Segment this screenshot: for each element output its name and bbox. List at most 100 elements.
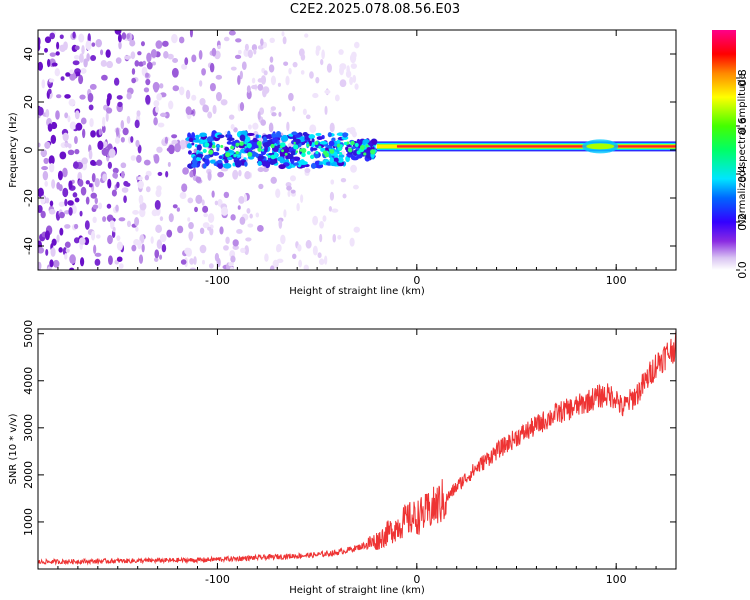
noise-blob bbox=[85, 196, 90, 205]
noise-blob bbox=[51, 62, 58, 67]
noise-blob bbox=[312, 215, 319, 226]
noise-blob bbox=[338, 49, 344, 55]
signal-peak bbox=[318, 145, 322, 149]
noise-blob bbox=[82, 128, 86, 139]
noise-blob bbox=[73, 223, 79, 230]
noise-blob bbox=[164, 136, 168, 144]
noise-blob bbox=[105, 107, 113, 114]
noise-blob bbox=[116, 256, 123, 262]
noise-blob bbox=[90, 192, 98, 199]
signal-blob bbox=[218, 155, 223, 159]
noise-blob bbox=[59, 44, 66, 53]
noise-blob bbox=[64, 241, 71, 248]
noise-blob bbox=[74, 45, 80, 51]
noise-blob bbox=[64, 253, 68, 260]
noise-blob bbox=[329, 122, 335, 133]
noise-blob bbox=[47, 88, 52, 95]
noise-blob bbox=[304, 168, 311, 174]
noise-blob bbox=[118, 263, 124, 269]
signal-blob bbox=[202, 163, 207, 169]
signal-blob bbox=[327, 132, 332, 138]
noise-blob bbox=[189, 30, 193, 38]
noise-blob bbox=[151, 61, 156, 66]
noise-blob bbox=[75, 122, 83, 131]
noise-blob bbox=[188, 231, 194, 241]
signal-blob bbox=[217, 159, 223, 164]
noise-blob bbox=[237, 74, 241, 85]
noise-blob bbox=[199, 80, 203, 87]
noise-blob bbox=[350, 164, 357, 173]
noise-blob bbox=[252, 122, 259, 130]
noise-blob bbox=[257, 78, 263, 83]
noise-blob bbox=[100, 60, 107, 67]
noise-blob bbox=[334, 94, 340, 102]
noise-blob bbox=[49, 52, 56, 57]
noise-blob bbox=[91, 42, 96, 47]
signal-peak bbox=[225, 152, 231, 158]
band-bulge-core bbox=[586, 143, 615, 150]
signal-blob bbox=[206, 136, 213, 143]
noise-blob bbox=[78, 179, 84, 187]
noise-blob bbox=[201, 199, 205, 206]
noise-blob bbox=[92, 204, 99, 210]
noise-blob bbox=[195, 194, 203, 204]
noise-blob bbox=[93, 244, 97, 255]
signal-blob bbox=[281, 135, 289, 142]
noise-blob bbox=[290, 189, 296, 194]
noise-blob bbox=[225, 236, 230, 245]
signal-blob bbox=[240, 130, 248, 136]
noise-blob bbox=[73, 237, 80, 244]
noise-blob bbox=[319, 233, 323, 243]
noise-blob bbox=[184, 247, 191, 255]
signal-blob bbox=[319, 141, 328, 145]
noise-blob bbox=[106, 203, 112, 209]
signal-peak bbox=[220, 144, 224, 148]
signal-peak bbox=[230, 145, 235, 150]
noise-blob bbox=[223, 191, 230, 199]
noise-blob bbox=[159, 112, 167, 118]
noise-blob bbox=[172, 57, 179, 63]
noise-blob bbox=[230, 255, 236, 263]
noise-blob bbox=[135, 226, 139, 232]
noise-blob bbox=[44, 230, 50, 241]
signal-peak bbox=[329, 148, 335, 154]
noise-blob bbox=[237, 49, 242, 55]
noise-blob bbox=[48, 208, 56, 215]
noise-blob bbox=[198, 49, 203, 60]
signal-blob bbox=[371, 139, 377, 144]
noise-blob bbox=[153, 117, 158, 126]
noise-blob bbox=[353, 226, 360, 233]
signal-peak bbox=[306, 150, 311, 155]
spectrogram-ticks: -100 0 100 -40 -20 0 20 40 bbox=[22, 30, 677, 287]
signal-peak bbox=[293, 141, 296, 145]
noise-blob bbox=[38, 61, 44, 71]
signal-peak bbox=[257, 147, 262, 152]
noise-blob bbox=[56, 234, 60, 243]
noise-blob bbox=[38, 43, 41, 52]
spectrogram-y-axis-title: Frequency (Hz) bbox=[8, 112, 19, 188]
noise-blob bbox=[305, 114, 311, 120]
noise-blob bbox=[219, 226, 224, 235]
noise-blob bbox=[168, 100, 174, 110]
colorbar-gradient bbox=[712, 30, 736, 270]
noise-blob bbox=[351, 130, 357, 138]
noise-blob bbox=[112, 167, 119, 174]
noise-blob bbox=[208, 263, 214, 269]
signal-blob bbox=[216, 147, 220, 152]
noise-blob bbox=[118, 217, 126, 222]
noise-blob bbox=[209, 62, 215, 73]
signal-blob bbox=[290, 150, 296, 156]
noise-blob bbox=[211, 47, 217, 57]
noise-blob bbox=[167, 53, 174, 60]
signal-blob bbox=[310, 162, 317, 169]
snr-series bbox=[38, 330, 676, 566]
noise-blob bbox=[126, 33, 130, 40]
noise-blob bbox=[120, 136, 125, 143]
noise-blob bbox=[350, 63, 357, 69]
noise-blob bbox=[150, 49, 157, 59]
noise-blob bbox=[45, 197, 50, 204]
noise-blob bbox=[215, 74, 223, 80]
signal-blob bbox=[336, 156, 344, 163]
noise-blob bbox=[201, 259, 206, 265]
noise-blob bbox=[165, 170, 169, 178]
